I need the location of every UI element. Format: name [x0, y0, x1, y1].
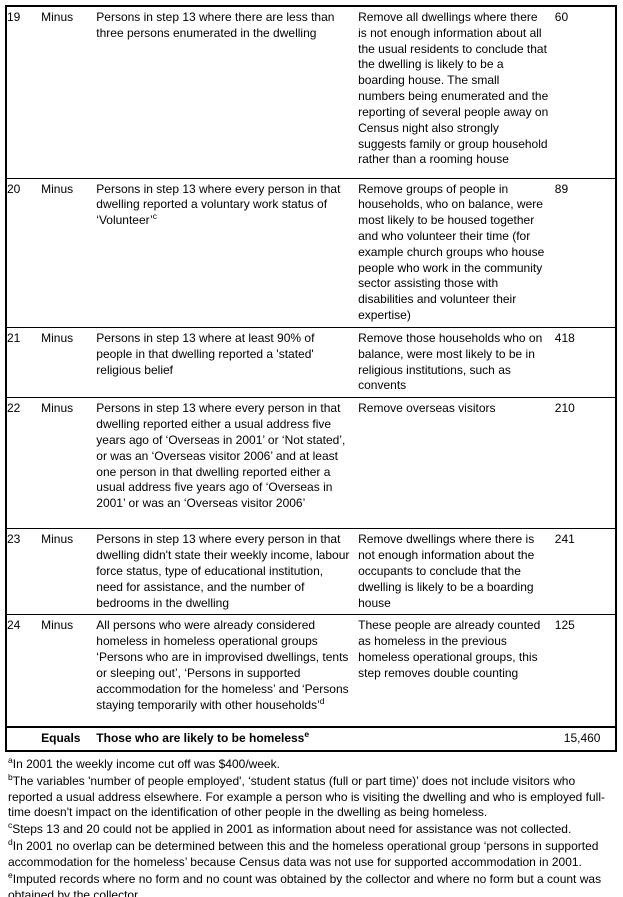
step-description: Persons in step 13 where every person in… [96, 178, 358, 327]
step-description-text: All persons who were already considered … [96, 618, 349, 712]
footnote-text: In 2001 the weekly income cut off was $4… [12, 756, 281, 771]
footnote-c: cSteps 13 and 20 could not be applied in… [8, 820, 616, 838]
step-description-text: Persons in step 13 where every person in… [96, 532, 350, 610]
step-value: 241 [554, 532, 575, 547]
step-value: 418 [554, 330, 575, 345]
operator-label: Minus [41, 532, 74, 547]
total-value: 15,460 [563, 730, 601, 745]
footnote-d: dIn 2001 no overlap can be determined be… [8, 837, 616, 871]
step-value: 89 [554, 181, 569, 196]
footnote-marker: c [8, 820, 13, 831]
table-row: 23 Minus Persons in step 13 where every … [6, 529, 616, 615]
step-explanation: Remove overseas visitors [358, 401, 496, 416]
step-description-text: Persons in step 13 where every person in… [96, 401, 346, 511]
table-row: 22 Minus Persons in step 13 where every … [6, 398, 616, 529]
operator-label: Minus [41, 10, 74, 24]
step-explanation: Remove those households who on balance, … [358, 330, 543, 393]
step-number: 22 [7, 401, 21, 416]
footnote-a: aIn 2001 the weekly income cut off was $… [8, 754, 616, 773]
footnote-e: eImputed records where no form and no co… [8, 869, 616, 897]
footnote-ref: d [319, 695, 325, 706]
table-row: 21 Minus Persons in step 13 where at lea… [6, 327, 616, 398]
footnote-marker: d [8, 837, 13, 848]
footnote-text: In 2001 no overlap can be determined bet… [8, 839, 599, 869]
step-explanation: Remove groups of people in households, w… [358, 181, 545, 323]
table-row: 19 Minus Persons in step 13 where there … [6, 6, 616, 178]
step-value: 125 [554, 618, 575, 633]
footnote-marker: e [8, 869, 13, 880]
step-description: Persons in step 13 where every person in… [96, 529, 358, 615]
total-row-spacer [6, 727, 41, 751]
step-number: 21 [7, 330, 21, 345]
operator-label: Minus [41, 330, 74, 345]
step-description: Persons in step 13 where there are less … [96, 6, 358, 178]
step-number: 23 [7, 532, 21, 547]
step-description: Persons in step 13 where at least 90% of… [96, 327, 358, 397]
step-number: 19 [7, 10, 21, 24]
footnote-text: Imputed records where no form and no cou… [8, 871, 602, 897]
total-row: Equals Those who are likely to be homele… [6, 726, 616, 751]
step-explanation: Remove dwellings where there is not enou… [358, 532, 535, 610]
table-row: 20 Minus Persons in step 13 where every … [6, 178, 616, 328]
footnote-text: Steps 13 and 20 could not be applied in … [12, 822, 572, 837]
step-description-text: Persons in step 13 where there are less … [96, 10, 335, 40]
step-value: 60 [554, 10, 569, 24]
footnote-b: bThe variables 'number of people employe… [8, 771, 616, 821]
footnote-marker: a [8, 754, 13, 765]
total-label-text: Those who are likely to be homeless [96, 730, 305, 745]
step-value: 210 [554, 401, 575, 416]
step-description-text: Persons in step 13 where every person in… [96, 181, 341, 228]
step-explanation: Remove all dwellings where there is not … [358, 10, 549, 167]
step-number: 24 [7, 618, 21, 633]
equals-label: Equals [41, 730, 81, 745]
step-description: Persons in step 13 where every person in… [96, 398, 358, 529]
operator-label: Minus [41, 181, 74, 196]
operator-label: Minus [41, 618, 74, 633]
footnote-text: The variables 'number of people employed… [8, 773, 605, 820]
total-label: Those who are likely to be homelesse [96, 727, 554, 751]
homeless-estimation-steps-table: 19 Minus Persons in step 13 where there … [5, 5, 617, 752]
operator-label: Minus [41, 401, 74, 416]
step-description-text: Persons in step 13 where at least 90% of… [96, 330, 315, 377]
footnote-ref: e [304, 728, 310, 739]
table-row: 24 Minus All persons who were already co… [6, 615, 616, 727]
footnote-ref: c [152, 211, 158, 222]
step-explanation: These people are already counted as home… [358, 618, 541, 680]
step-description: All persons who were already considered … [96, 615, 358, 727]
footnote-marker: b [8, 771, 13, 782]
footnotes-section: aIn 2001 the weekly income cut off was $… [5, 752, 619, 897]
step-number: 20 [7, 181, 21, 196]
